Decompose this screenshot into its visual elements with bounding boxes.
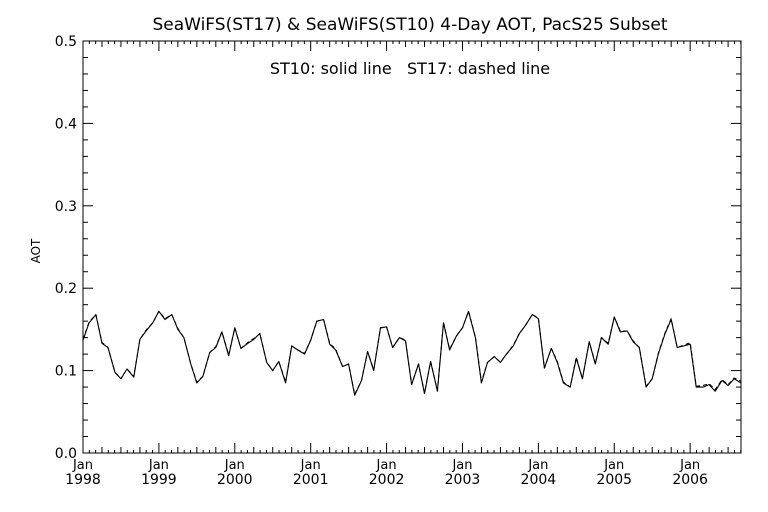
x-tick-year: 2000 bbox=[217, 472, 253, 488]
y-tick-label: 0.3 bbox=[55, 199, 77, 215]
x-tick-year: 2006 bbox=[672, 472, 708, 488]
x-axis-ticks: Jan1998Jan1999Jan2000Jan2001Jan2002Jan20… bbox=[65, 41, 742, 488]
x-tick-year: 2001 bbox=[293, 472, 329, 488]
x-tick-year: 1998 bbox=[65, 472, 101, 488]
x-tick-month: Jan bbox=[300, 458, 321, 473]
series-lines bbox=[82, 310, 742, 396]
x-tick-month: Jan bbox=[527, 458, 548, 473]
y-tick-label: 0.0 bbox=[55, 446, 77, 462]
x-tick-year: 2002 bbox=[369, 472, 405, 488]
y-axis-label: AOT bbox=[29, 238, 43, 263]
x-tick-month: Jan bbox=[148, 458, 169, 473]
y-tick-label: 0.4 bbox=[55, 116, 77, 132]
plot-frame bbox=[82, 40, 742, 454]
series-line-st17 bbox=[82, 310, 742, 396]
x-tick-year: 2003 bbox=[445, 472, 481, 488]
x-tick-year: 2005 bbox=[596, 472, 632, 488]
x-tick-month: Jan bbox=[603, 458, 624, 473]
y-tick-label: 0.5 bbox=[55, 34, 77, 50]
y-tick-label: 0.2 bbox=[55, 281, 77, 297]
x-tick-year: 1999 bbox=[141, 472, 177, 488]
y-tick-label: 0.1 bbox=[55, 364, 77, 380]
x-tick-month: Jan bbox=[72, 458, 93, 473]
chart-title: SeaWiFS(ST17) & SeaWiFS(ST10) 4-Day AOT,… bbox=[152, 15, 667, 35]
x-tick-year: 2004 bbox=[521, 472, 557, 488]
x-tick-month: Jan bbox=[376, 458, 397, 473]
x-tick-month: Jan bbox=[224, 458, 245, 473]
x-tick-month: Jan bbox=[679, 458, 700, 473]
y-axis-ticks: 0.0 0.1 0.2 0.3 0.4 0.5 bbox=[55, 34, 741, 462]
line-style-annotation: ST10: solid line ST17: dashed line bbox=[270, 59, 550, 78]
x-tick-month: Jan bbox=[451, 458, 472, 473]
